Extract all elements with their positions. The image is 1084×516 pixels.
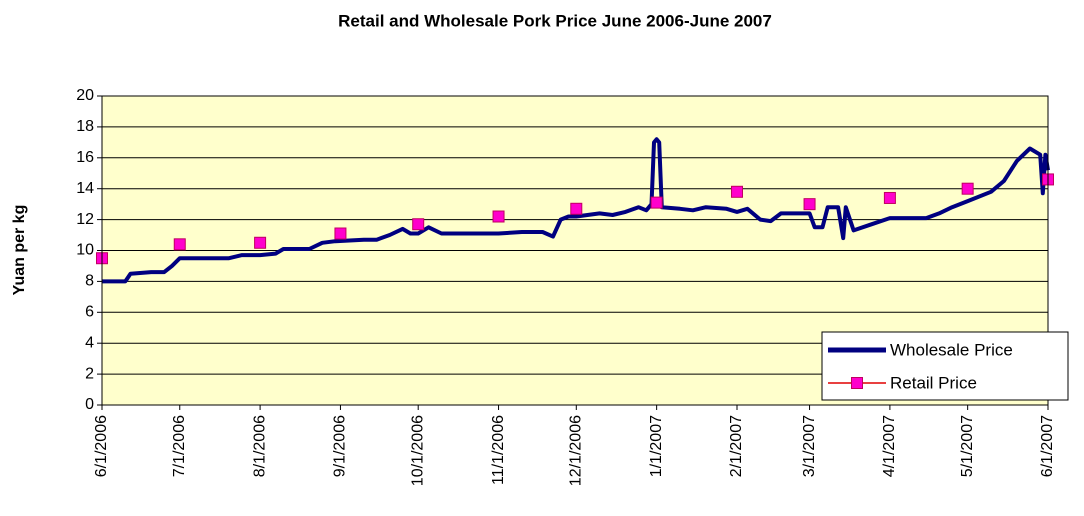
retail-marker xyxy=(650,196,663,209)
y-tick-label: 10 xyxy=(76,242,94,259)
y-tick-label: 6 xyxy=(85,304,94,321)
x-tick-label: 6/1/2007 xyxy=(1039,415,1056,477)
y-tick-label: 2 xyxy=(85,365,94,382)
chart-title: Retail and Wholesale Pork Price June 200… xyxy=(338,11,772,30)
x-tick-label: 2/1/2007 xyxy=(728,415,745,477)
x-tick-label: 7/1/2006 xyxy=(171,415,188,477)
legend: Wholesale Price Retail Price xyxy=(821,331,1069,401)
y-tick-label: 16 xyxy=(76,149,94,166)
y-tick-label: 0 xyxy=(85,396,94,413)
retail-marker xyxy=(173,238,186,251)
x-tick-label: 1/1/2007 xyxy=(648,415,665,477)
retail-marker xyxy=(334,227,347,240)
x-tick-label: 11/1/2006 xyxy=(490,415,507,485)
y-tick-label: 14 xyxy=(76,180,94,197)
y-tick-label: 20 xyxy=(76,87,94,104)
retail-marker xyxy=(803,198,816,211)
retail-marker xyxy=(254,236,267,249)
x-tick-label: 12/1/2006 xyxy=(568,415,585,486)
x-tick-label: 9/1/2006 xyxy=(332,415,349,477)
x-tick-label: 5/1/2007 xyxy=(959,415,976,477)
y-axis-label: Yuan per kg xyxy=(11,205,28,296)
x-tick-label: 6/1/2006 xyxy=(93,415,110,477)
y-tick-label: 12 xyxy=(76,211,94,228)
retail-marker xyxy=(883,191,896,204)
y-tick-label: 4 xyxy=(85,334,94,351)
retail-marker xyxy=(570,202,583,215)
legend-marker xyxy=(851,377,863,389)
retail-marker xyxy=(730,185,743,198)
x-tick-label: 8/1/2006 xyxy=(251,415,268,477)
y-tick-label: 8 xyxy=(85,273,94,290)
y-tick-label: 18 xyxy=(76,118,94,135)
legend-label: Wholesale Price xyxy=(890,340,1013,359)
legend-label: Retail Price xyxy=(890,373,977,392)
retail-marker xyxy=(961,182,974,195)
x-tick-label: 4/1/2007 xyxy=(881,415,898,477)
retail-marker xyxy=(492,210,505,223)
x-tick-label: 10/1/2006 xyxy=(409,415,426,486)
retail-marker xyxy=(412,218,425,231)
x-tick-label: 3/1/2007 xyxy=(801,415,818,477)
